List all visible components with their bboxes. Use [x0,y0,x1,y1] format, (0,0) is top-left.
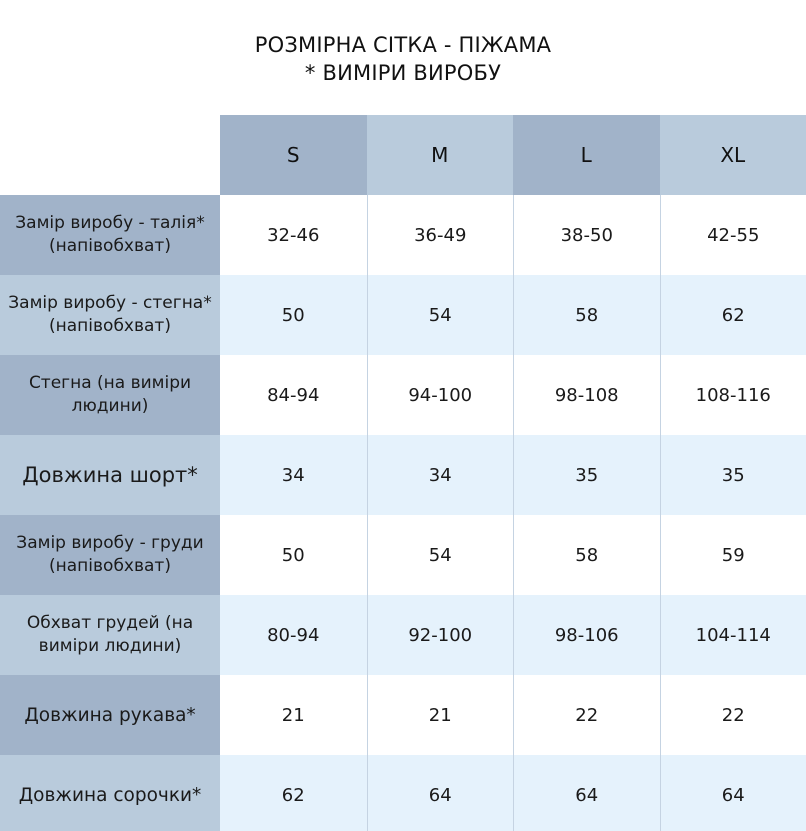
row-label-hips-garment: Замір виробу - стегна* (напівобхват) [0,275,220,355]
table-cell: 22 [513,675,660,755]
size-table: S M L XL Замір виробу - талія* (напівобх… [0,115,806,831]
table-cell: 32-46 [220,195,367,275]
table-cell: 35 [659,435,806,515]
row-label-shirt-length: Довжина сорочки* [0,755,220,831]
size-header-xl: XL [659,115,806,195]
table-cell: 94-100 [366,355,513,435]
page-title: РОЗМІРНА СІТКА - ПІЖАМА [254,33,552,57]
table-cell: 108-116 [659,355,806,435]
table-cell: 104-114 [659,595,806,675]
table-cell: 54 [366,275,513,355]
table-cell: 62 [220,755,367,831]
row-label-sleeve-length: Довжина рукава* [0,675,220,755]
table-cell: 38-50 [513,195,660,275]
corner-cell [0,115,220,195]
row-label-waist: Замір виробу - талія* (напівобхват) [0,195,220,275]
table-cell: 58 [513,515,660,595]
table-cell: 34 [220,435,367,515]
table-cell: 98-108 [513,355,660,435]
row-label-shorts-length: Довжина шорт* [0,435,220,515]
table-cell: 42-55 [659,195,806,275]
table-cell: 50 [220,275,367,355]
table-cell: 64 [659,755,806,831]
table-row: Замір виробу - стегна* (напівобхват) 50 … [0,275,806,355]
table-cell: 34 [366,435,513,515]
table-cell: 22 [659,675,806,755]
table-cell: 98-106 [513,595,660,675]
table-cell: 58 [513,275,660,355]
table-cell: 62 [659,275,806,355]
table-cell: 92-100 [366,595,513,675]
table-cell: 64 [366,755,513,831]
row-label-chest-garment: Замір виробу - груди (напівобхват) [0,515,220,595]
row-label-chest-body: Обхват грудей (на виміри людини) [0,595,220,675]
size-header-l: L [513,115,660,195]
table-cell: 36-49 [366,195,513,275]
table-cell: 21 [366,675,513,755]
table-cell: 64 [513,755,660,831]
size-header-m: M [366,115,513,195]
title-block: РОЗМІРНА СІТКА - ПІЖАМА * ВИМІРИ ВИРОБУ [0,31,806,87]
table-row: Замір виробу - груди (напівобхват) 50 54… [0,515,806,595]
table-cell: 54 [366,515,513,595]
table-row: Довжина сорочки* 62 64 64 64 [0,755,806,831]
page-subtitle: * ВИМІРИ ВИРОБУ [304,61,502,85]
size-header-s: S [220,115,367,195]
table-cell: 50 [220,515,367,595]
table-cell: 80-94 [220,595,367,675]
header-row: S M L XL [0,115,806,195]
table-row: Стегна (на виміри людини) 84-94 94-100 9… [0,355,806,435]
table-cell: 84-94 [220,355,367,435]
row-label-hips-body: Стегна (на виміри людини) [0,355,220,435]
table-cell: 59 [659,515,806,595]
table-cell: 35 [513,435,660,515]
table-row: Замір виробу - талія* (напівобхват) 32-4… [0,195,806,275]
table-row: Довжина рукава* 21 21 22 22 [0,675,806,755]
table-cell: 21 [220,675,367,755]
table-row: Довжина шорт* 34 34 35 35 [0,435,806,515]
table-row: Обхват грудей (на виміри людини) 80-94 9… [0,595,806,675]
